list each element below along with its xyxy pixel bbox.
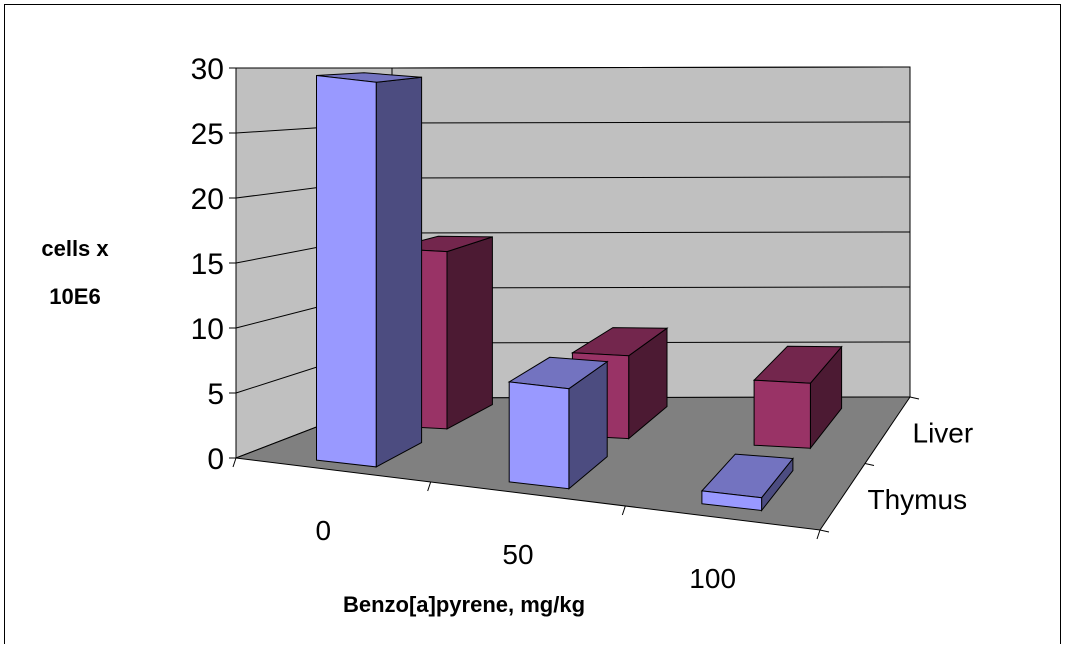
x-tick-label: 100 (689, 563, 736, 594)
y-axis-title-line2: 10E6 (49, 284, 100, 309)
y-tick-label: 15 (191, 248, 224, 281)
x-tick-mark (816, 529, 821, 540)
depth-tick-mark (819, 529, 830, 533)
y-axis-title-line1: cells x (41, 236, 109, 261)
y-tick-label: 0 (207, 443, 224, 476)
bar-thymus-50 (507, 356, 609, 490)
bar-liver-100 (752, 345, 843, 450)
bar-side (446, 236, 493, 430)
depth-tick-label: Thymus (868, 484, 968, 515)
axes (229, 67, 920, 540)
depth-tick-mark (864, 463, 875, 466)
bars (316, 72, 843, 512)
y-tick-label: 30 (191, 53, 224, 86)
depth-tick-label: Liver (913, 417, 974, 448)
bar-front (316, 74, 377, 468)
bar-thymus-100 (700, 453, 794, 512)
y-tick-label: 10 (191, 313, 224, 346)
y-tick-label: 5 (207, 378, 224, 411)
x-tick-mark (427, 481, 432, 492)
x-tick-label: 0 (316, 515, 332, 546)
bar-front (753, 379, 811, 449)
y-tick-label: 25 (191, 118, 224, 151)
x-tick-label: 50 (502, 539, 533, 570)
x-tick-mark (232, 457, 237, 468)
bar-thymus-0 (316, 72, 423, 468)
bar-side (375, 76, 423, 468)
x-axis-title: Benzo[a]pyrene, mg/kg (343, 592, 585, 617)
gridline (236, 66, 911, 69)
x-tick-mark (621, 505, 626, 516)
depth-tick-mark (909, 396, 920, 400)
bar-front (701, 490, 763, 512)
bar-front (508, 381, 570, 490)
tick-labels: 0 5 10 15 20 25 30 0 50 100 Thymus Liver (191, 53, 974, 594)
y-tick-label: 20 (191, 183, 224, 216)
